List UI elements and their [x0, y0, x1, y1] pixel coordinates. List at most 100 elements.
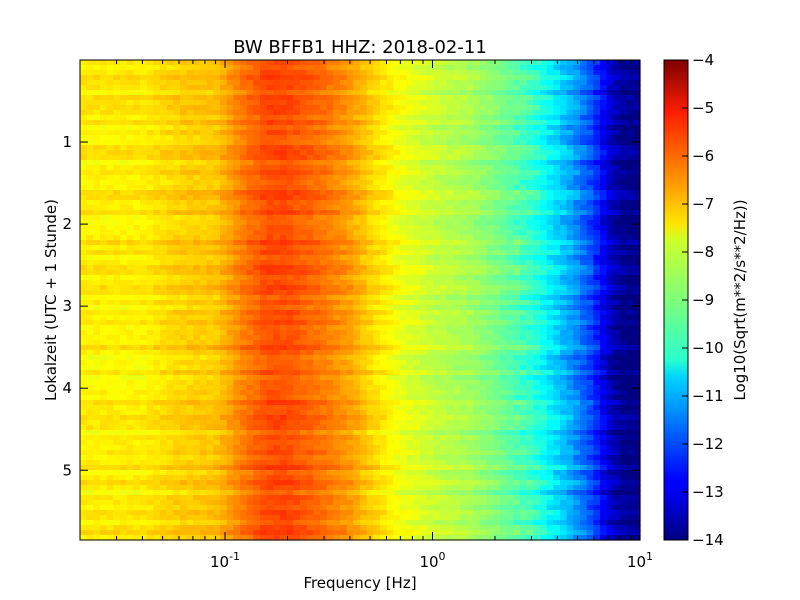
heatmap-cell: [573, 235, 581, 241]
heatmap-cell: [140, 245, 148, 251]
heatmap-cell: [200, 175, 208, 181]
heatmap-cell: [600, 225, 608, 231]
heatmap-cell: [160, 85, 168, 91]
heatmap-cell: [540, 175, 548, 181]
heatmap-cell: [586, 115, 594, 121]
heatmap-cell: [340, 355, 348, 361]
heatmap-cell: [626, 230, 634, 236]
heatmap-cell: [333, 320, 341, 326]
heatmap-cell: [453, 155, 461, 161]
heatmap-cell: [593, 350, 601, 356]
heatmap-cell: [453, 230, 461, 236]
heatmap-cell: [573, 110, 581, 116]
heatmap-cell: [153, 210, 161, 216]
heatmap-cell: [633, 190, 641, 196]
heatmap-cell: [633, 135, 641, 141]
heatmap-cell: [446, 150, 454, 156]
heatmap-cell: [333, 325, 341, 331]
heatmap-cell: [266, 230, 274, 236]
heatmap-cell: [233, 310, 241, 316]
heatmap-cell: [633, 60, 641, 66]
heatmap-cell: [233, 185, 241, 191]
heatmap-cell: [200, 70, 208, 76]
heatmap-cell: [373, 300, 381, 306]
heatmap-cell: [326, 335, 334, 341]
heatmap-cell: [413, 85, 421, 91]
heatmap-cell: [620, 160, 628, 166]
heatmap-cell: [566, 135, 574, 141]
heatmap-cell: [466, 190, 474, 196]
heatmap-cell: [573, 265, 581, 271]
heatmap-cell: [93, 285, 101, 291]
heatmap-cell: [86, 160, 94, 166]
heatmap-cell: [93, 265, 101, 271]
heatmap-cell: [453, 320, 461, 326]
heatmap-cell: [453, 290, 461, 296]
heatmap-cell: [366, 200, 374, 206]
heatmap-cell: [260, 345, 268, 351]
heatmap-cell: [380, 115, 388, 121]
heatmap-cell: [626, 215, 634, 221]
heatmap-cell: [86, 350, 94, 356]
heatmap-cell: [600, 95, 608, 101]
heatmap-cell: [433, 80, 441, 86]
heatmap-cell: [366, 125, 374, 131]
heatmap-cell: [613, 65, 621, 71]
heatmap-cell: [580, 230, 588, 236]
heatmap-cell: [220, 250, 228, 256]
heatmap-cell: [113, 315, 121, 321]
heatmap-cell: [120, 180, 128, 186]
heatmap-cell: [573, 130, 581, 136]
heatmap-cell: [500, 70, 508, 76]
heatmap-cell: [546, 240, 554, 246]
heatmap-cell: [313, 325, 321, 331]
heatmap-cell: [160, 210, 168, 216]
heatmap-cell: [566, 110, 574, 116]
heatmap-cell: [593, 320, 601, 326]
heatmap-cell: [93, 340, 101, 346]
heatmap-cell: [286, 160, 294, 166]
heatmap-cell: [373, 245, 381, 251]
heatmap-cell: [426, 315, 434, 321]
heatmap-cell: [586, 265, 594, 271]
heatmap-cell: [120, 125, 128, 131]
heatmap-cell: [273, 255, 281, 261]
heatmap-cell: [226, 155, 234, 161]
heatmap-cell: [620, 215, 628, 221]
heatmap-cell: [213, 135, 221, 141]
heatmap-cell: [220, 240, 228, 246]
heatmap-cell: [526, 300, 534, 306]
heatmap-cell: [546, 85, 554, 91]
heatmap-cell: [560, 330, 568, 336]
heatmap-cell: [613, 130, 621, 136]
heatmap-cell: [213, 285, 221, 291]
heatmap-cell: [320, 355, 328, 361]
heatmap-cell: [613, 210, 621, 216]
heatmap-cell: [113, 320, 121, 326]
heatmap-cell: [406, 90, 414, 96]
heatmap-cell: [180, 150, 188, 156]
heatmap-cell: [206, 205, 214, 211]
heatmap-cell: [380, 295, 388, 301]
heatmap-cell: [480, 115, 488, 121]
heatmap-cell: [133, 280, 141, 286]
heatmap-cell: [80, 165, 88, 171]
heatmap-cell: [393, 345, 401, 351]
heatmap-cell: [253, 250, 261, 256]
heatmap-cell: [206, 125, 214, 131]
heatmap-cell: [173, 335, 181, 341]
heatmap-cell: [260, 315, 268, 321]
heatmap-cell: [500, 245, 508, 251]
heatmap-cell: [180, 355, 188, 361]
heatmap-cell: [80, 235, 88, 241]
heatmap-cell: [153, 345, 161, 351]
heatmap-cell: [540, 195, 548, 201]
heatmap-cell: [560, 95, 568, 101]
heatmap-cell: [133, 180, 141, 186]
heatmap-cell: [133, 80, 141, 86]
heatmap-cell: [233, 75, 241, 81]
heatmap-cell: [200, 95, 208, 101]
heatmap-cell: [426, 310, 434, 316]
heatmap-cell: [380, 340, 388, 346]
heatmap-cell: [326, 260, 334, 266]
